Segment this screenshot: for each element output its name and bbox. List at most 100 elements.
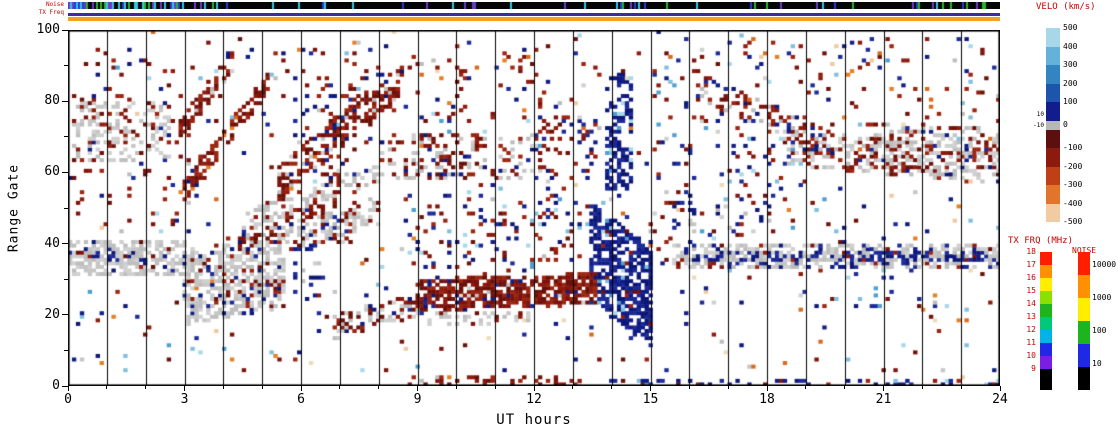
x-tick	[455, 386, 457, 389]
y-tick	[64, 349, 68, 351]
y-tick	[62, 243, 68, 245]
strip-label-txfreq: TX Freq	[38, 9, 64, 16]
colorbar-label: -200	[1063, 161, 1083, 171]
x-tick	[999, 386, 1001, 391]
colorbar-segment	[1078, 344, 1090, 367]
colorbar-label: 15	[1026, 286, 1036, 295]
x-tick-label: 18	[759, 392, 775, 407]
colorbar-label: 16	[1026, 273, 1036, 282]
x-tick	[883, 386, 884, 391]
txfreq-strip	[68, 17, 1000, 21]
colorbar-segment	[1046, 83, 1060, 102]
x-tick	[921, 386, 923, 389]
colorbar-label: 200	[1063, 78, 1078, 88]
x-tick	[417, 386, 418, 391]
y-tick-label: 60	[44, 164, 60, 180]
txfreq-line	[68, 13, 1000, 16]
y-tick-label: 100	[36, 22, 60, 37]
y-tick-label: 80	[44, 93, 60, 109]
colorbar-label: 0	[1063, 120, 1068, 129]
x-tick-label: 9	[413, 392, 422, 407]
colorbar-segment	[1040, 343, 1052, 356]
colorbar-segment	[1040, 291, 1052, 304]
colorbar-label: -500	[1063, 217, 1083, 226]
colorbar-segment	[1040, 304, 1052, 317]
colorbar-segment	[1046, 46, 1060, 65]
colorbar-label: 300	[1063, 60, 1078, 69]
x-tick	[300, 386, 302, 391]
colorbar-label: 10000	[1092, 260, 1117, 269]
y-tick	[62, 29, 68, 31]
y-tick	[64, 207, 68, 209]
noise-colorbar-title: NOISE	[1072, 246, 1097, 255]
colorbar-segment	[1046, 129, 1060, 148]
velo-colorbar	[1046, 28, 1060, 222]
colorbar-label: 13	[1026, 312, 1036, 321]
x-tick	[650, 386, 651, 391]
colorbar-label: 100	[1092, 326, 1107, 335]
colorbar-segment	[1040, 278, 1052, 291]
colorbar-segment	[1078, 321, 1090, 344]
y-axis-label: Range Gate	[6, 163, 22, 253]
y-tick	[62, 314, 68, 316]
colorbar-label: -300	[1063, 180, 1083, 189]
colorbar-segment	[1046, 148, 1060, 167]
rti-plot-canvas	[68, 30, 1000, 386]
y-tick	[62, 385, 68, 387]
x-tick	[494, 386, 496, 389]
y-tick	[62, 171, 68, 173]
x-tick	[805, 386, 807, 389]
y-tick	[62, 100, 68, 102]
y-tick-label: 0	[52, 378, 60, 393]
y-tick-label: 40	[44, 235, 60, 251]
colorbar-segment	[1046, 185, 1060, 204]
colorbar-label: 18	[1026, 247, 1036, 256]
velo-center-top-label: 10	[1036, 111, 1044, 118]
colorbar-label: 500	[1063, 23, 1078, 32]
x-tick-label: 21	[875, 392, 892, 407]
colorbar-label: 9	[1031, 364, 1036, 373]
colorbar-segment	[1040, 330, 1052, 343]
colorbar-segment	[1078, 298, 1090, 321]
colorbar-label: 14	[1026, 299, 1036, 308]
colorbar-segment	[1046, 102, 1060, 121]
colorbar-label: 12	[1026, 325, 1036, 334]
y-tick	[64, 278, 68, 280]
x-tick	[378, 386, 380, 389]
x-tick-label: 3	[180, 392, 189, 407]
y-tick	[64, 136, 68, 138]
colorbar-segment	[1040, 369, 1052, 390]
x-tick-label: 24	[992, 392, 1008, 407]
colorbar-segment	[1040, 317, 1052, 330]
x-tick	[572, 386, 574, 389]
colorbar-label: 10	[1026, 351, 1036, 360]
txfrq-colorbar	[1040, 252, 1052, 390]
colorbar-segment	[1078, 252, 1090, 275]
x-tick	[184, 386, 185, 391]
y-tick	[64, 65, 68, 67]
colorbar-segment	[1040, 356, 1052, 369]
x-tick	[67, 386, 69, 391]
x-tick	[222, 386, 224, 389]
txfrq-colorbar-title: TX FRQ (MHz)	[1008, 236, 1074, 246]
colorbar-segment	[1046, 28, 1060, 47]
x-tick	[960, 386, 962, 389]
strip-label-noise: Noise	[45, 1, 64, 8]
x-tick	[844, 386, 846, 389]
colorbar-segment	[1046, 120, 1060, 130]
colorbar-segment	[1078, 367, 1090, 390]
colorbar-segment	[1040, 265, 1052, 278]
x-tick	[688, 386, 690, 389]
colorbar-label: 400	[1063, 41, 1078, 51]
x-tick	[533, 386, 535, 391]
colorbar-label: -100	[1063, 143, 1083, 152]
x-tick	[106, 386, 108, 389]
y-tick-label: 20	[44, 306, 60, 322]
x-tick-label: 6	[297, 392, 305, 407]
colorbar-label: 1000	[1092, 293, 1112, 302]
x-tick	[727, 386, 729, 389]
x-tick	[766, 386, 768, 391]
x-tick-label: 12	[526, 392, 542, 407]
x-tick	[261, 386, 263, 389]
